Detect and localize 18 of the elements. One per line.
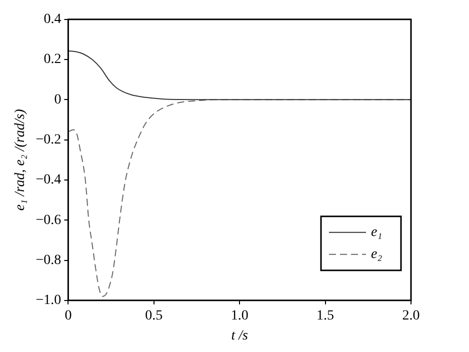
y-tick-label: −0.8 (36, 252, 62, 268)
y-tick-label: −0.4 (36, 172, 62, 188)
y-tick-label: −0.6 (36, 212, 62, 228)
legend-label: e₁ (371, 225, 382, 240)
legend-label: e₂ (371, 247, 382, 262)
y-tick-label: 0 (54, 92, 62, 108)
y-axis-title: e₁ /rad, e₂ /(rad/s) (13, 108, 28, 211)
x-tick-label: 1.5 (316, 308, 334, 324)
y-tick-label: −0.2 (36, 132, 62, 148)
x-tick-label: 1.0 (230, 308, 248, 324)
y-tick-label: 0.4 (44, 12, 62, 28)
y-tick-label: 0.2 (44, 52, 62, 68)
x-tick-label: 0 (64, 308, 72, 324)
x-axis-title: t /s (231, 328, 249, 344)
x-tick-label: 2.0 (402, 308, 420, 324)
x-tick-label: 0.5 (145, 308, 163, 324)
line-series (68, 50, 411, 100)
y-tick-label: −1.0 (36, 293, 62, 308)
